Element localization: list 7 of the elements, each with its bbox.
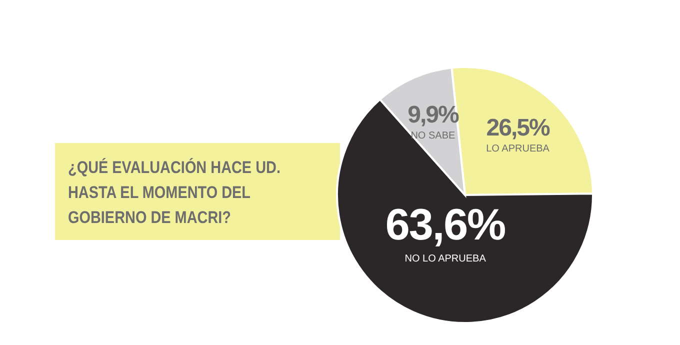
data-label: 26,5% [486,114,550,142]
slice-label: LO APRUEBA [486,144,550,155]
slice-label: NO SABE [410,130,456,142]
data-label: 9,9% [408,101,459,128]
data-label: 63,6% [385,200,506,250]
slice-label: NO LO APRUEBA [404,253,486,264]
text: ¿QUÉ EVALUACIÓN HACE UD. HASTA EL MOMENTO DEL GOBIERNO DE MACRI? [68,157,282,229]
